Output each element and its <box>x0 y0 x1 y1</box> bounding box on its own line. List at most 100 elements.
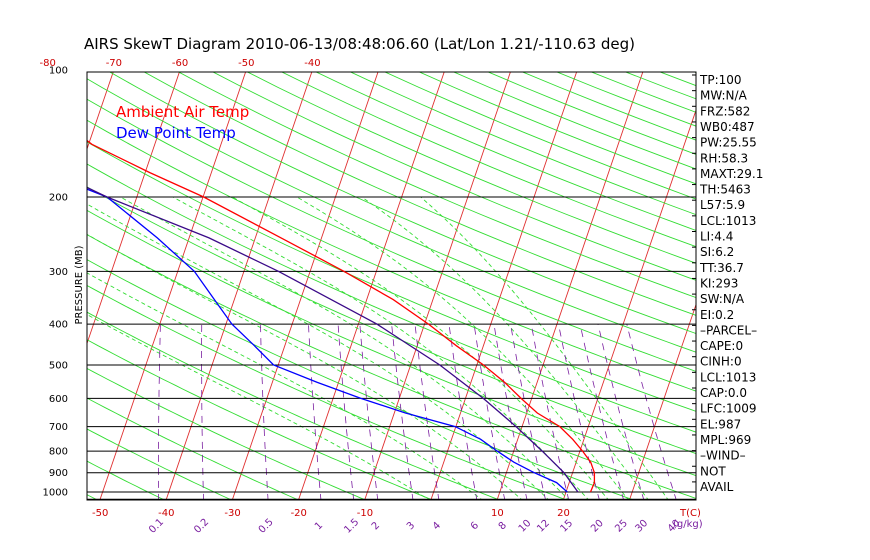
mixing-ratio-tick-label: 0.5 <box>257 517 276 536</box>
dry-adiabat-line <box>87 460 166 500</box>
dry-adiabat-line <box>87 209 696 477</box>
dry-adiabat-line <box>315 72 696 231</box>
index-item: MW:N/A <box>700 89 748 103</box>
index-item: WB0:487 <box>700 120 755 134</box>
pressure-tick-label: 800 <box>49 447 68 458</box>
index-item: LFC:1009 <box>700 402 757 416</box>
index-item: TT:36.7 <box>699 261 744 275</box>
pressure-tick-label: 200 <box>49 193 68 204</box>
pressure-tick-label: 500 <box>49 360 68 371</box>
mixing-ratio-tick-label: 15 <box>558 518 575 535</box>
pressure-lines <box>87 196 696 500</box>
dry-adiabat-line <box>280 72 696 248</box>
isotherm-line <box>562 108 696 500</box>
mixing-ratio-line <box>359 324 379 500</box>
bottom-temp-tick-label: -50 <box>92 508 108 519</box>
dry-adiabat-line <box>349 72 696 216</box>
pressure-tick-label: 300 <box>49 267 68 278</box>
isotherm-line <box>364 72 511 500</box>
dry-adiabat-line <box>87 397 300 500</box>
mixing-ratio-tick-label: 0.1 <box>147 517 166 536</box>
pressure-tick-label: 1000 <box>43 488 68 499</box>
index-item: TH:5463 <box>699 183 751 197</box>
moist-adiabat-line <box>420 196 669 500</box>
dry-adiabat-line <box>487 72 696 155</box>
moist-adiabat-line <box>120 196 570 500</box>
top-temp-tick-label: -80 <box>40 58 56 69</box>
pressure-tick-label: 700 <box>49 422 68 433</box>
isotherm-line <box>0 70 48 501</box>
dry-adiabat-line <box>87 428 233 500</box>
dry-adiabat-line <box>87 78 696 353</box>
legend-entry: Dew Point Temp <box>116 124 236 142</box>
mixing-ratio-line <box>337 324 355 500</box>
index-item: NOT <box>700 464 726 478</box>
mixing-ratio-line <box>530 324 570 500</box>
isotherm-line <box>430 72 578 500</box>
index-item: MAXT:29.1 <box>700 167 763 181</box>
plot-frame <box>86 71 697 501</box>
pressure-tick-label: 600 <box>49 394 68 405</box>
bottom-temp-tick-label: -40 <box>158 508 174 519</box>
isotherm-line <box>165 72 313 500</box>
pressure-tick-label: 900 <box>49 468 68 479</box>
mixing-ratio-tick-label: 25 <box>613 518 630 535</box>
mixing-ratio-tick-label: 3 <box>405 520 417 532</box>
profile-lines <box>87 139 596 493</box>
index-item: EI:0.2 <box>700 308 734 322</box>
index-item: CINH:0 <box>700 355 742 369</box>
index-item: CAP:0.0 <box>700 386 747 400</box>
isotherm-line <box>828 70 870 501</box>
bottom-temp-tick-label: -10 <box>357 508 373 519</box>
isotherm-line <box>87 72 114 151</box>
moist-adiabat-line <box>87 233 523 500</box>
y-axis-label: PRESSURE (MB) <box>74 245 85 324</box>
pressure-tick-label: 100 <box>49 66 68 77</box>
dry-adiabat-line <box>246 72 696 264</box>
dry-adiabat-line <box>87 141 696 412</box>
mixing-ratio-tick-label: 8 <box>497 520 509 532</box>
top-temp-tick-label: -50 <box>238 58 254 69</box>
index-item: EL:987 <box>700 417 741 431</box>
mixing-ratio-line <box>308 324 322 500</box>
dry-adiabat-line <box>87 311 501 500</box>
dry-adiabat-line <box>177 72 696 299</box>
mixing-ratio-line <box>158 324 161 500</box>
mixing-ratio-line <box>473 324 506 500</box>
mixing-ratio-tick-label: 6 <box>469 520 481 532</box>
chart-title: AIRS SkewT Diagram 2010-06-13/08:48:06.6… <box>84 35 636 53</box>
isotherm-line <box>87 72 180 345</box>
dry-adiabat-line <box>87 259 635 500</box>
mixing-ratio-line <box>510 324 546 500</box>
profile-dew-point-temp <box>87 188 568 493</box>
mixing-ratio-line <box>201 324 204 500</box>
dry-adiabat-line <box>521 72 696 141</box>
mixing-ratio-tick-label: 1 <box>313 520 325 532</box>
bottom-temp-tick-label: -30 <box>224 508 240 519</box>
profile-parcel <box>87 186 579 493</box>
index-item: –WIND– <box>700 449 746 463</box>
mixing-ratio-line <box>579 324 625 500</box>
index-item: RH:58.3 <box>700 151 748 165</box>
dry-adiabat-line <box>87 234 696 499</box>
mixing-ratio-line <box>597 324 645 500</box>
mixing-ratio-tick-label: 1.5 <box>342 517 361 536</box>
dry-adiabat-line <box>87 367 367 500</box>
index-item: PW:25.55 <box>700 136 757 150</box>
mixing-ratio-tick-label: 20 <box>589 518 606 535</box>
dry-adiabat-line <box>87 284 568 500</box>
dry-adiabat-line <box>87 163 696 433</box>
index-item: KI:293 <box>700 276 738 290</box>
dry-adiabat-line <box>108 72 696 335</box>
dry-adiabat-line <box>758 70 870 501</box>
index-item: FRZ:582 <box>700 104 750 118</box>
top-temp-tick-label: -70 <box>106 58 122 69</box>
index-item: AVAIL <box>700 480 734 494</box>
dry-adiabat-line <box>658 72 696 87</box>
bottom-temp-tick-label: -20 <box>291 508 307 519</box>
index-item: LI:4.4 <box>700 230 733 244</box>
dry-adiabat-line <box>87 98 696 372</box>
dry-adiabat-line <box>87 186 696 455</box>
